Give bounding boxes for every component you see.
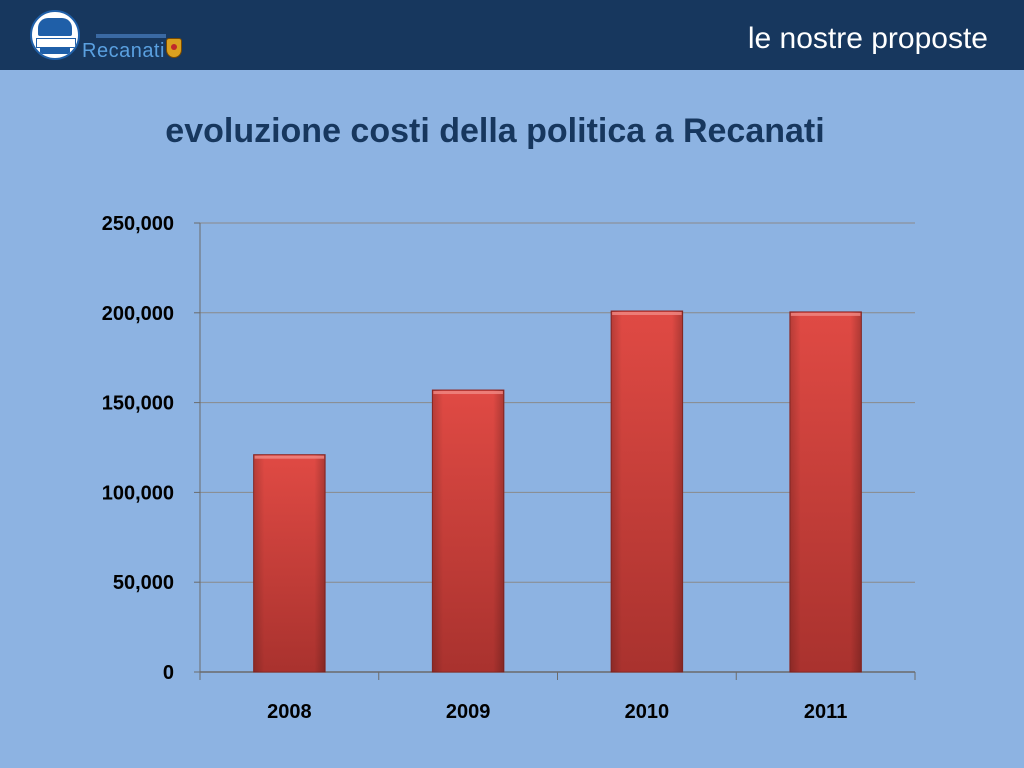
- y-tick-label: 250,000: [102, 213, 174, 235]
- logo-tagline-mark: [96, 34, 166, 38]
- y-tick-label: 150,000: [102, 393, 174, 415]
- header-bar: Recanati le nostre proposte: [0, 0, 1024, 70]
- city-crest-icon: [166, 38, 182, 58]
- bar-shading-2011: [789, 311, 862, 672]
- header-title: le nostre proposte: [747, 22, 988, 55]
- y-tick-label: 50,000: [113, 572, 174, 594]
- bar-shading-2009: [432, 390, 504, 672]
- bar-highlight-2010: [612, 312, 682, 316]
- chart-title: evoluzione costi della politica a Recana…: [165, 112, 825, 150]
- party-logo: Recanati: [30, 10, 190, 62]
- y-tick-label: 100,000: [102, 482, 174, 504]
- x-tick-label: 2009: [446, 701, 491, 723]
- y-tick-label: 0: [163, 662, 174, 684]
- logo-city-name: Recanati: [82, 40, 165, 62]
- x-tick-label: 2011: [804, 701, 847, 723]
- bar-highlight-2008: [254, 455, 325, 459]
- x-tick-label: 2008: [267, 701, 312, 723]
- y-tick-label: 200,000: [102, 303, 174, 325]
- bar-shading-2010: [611, 311, 683, 672]
- x-tick-label: 2010: [625, 701, 670, 723]
- party-logo-icon: [30, 10, 80, 60]
- bar-highlight-2011: [790, 312, 861, 316]
- bar-highlight-2009: [433, 391, 503, 395]
- bar-shading-2008: [253, 454, 326, 672]
